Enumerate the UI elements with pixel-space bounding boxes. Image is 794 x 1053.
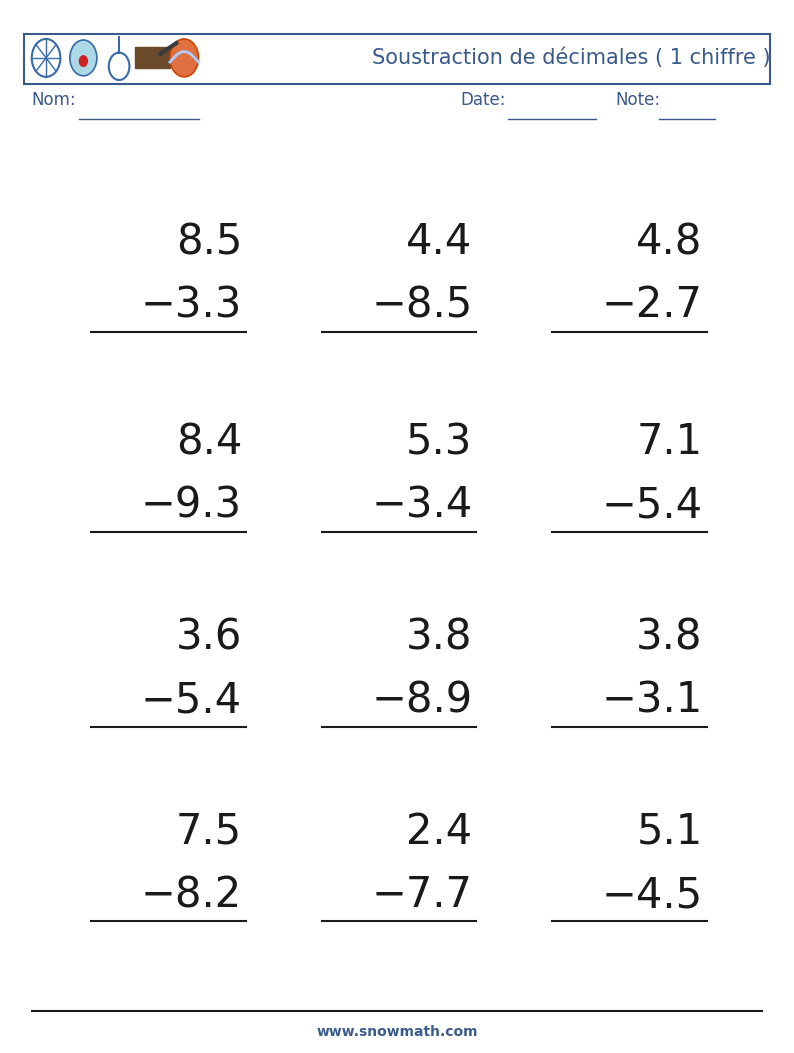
- Text: −4.5: −4.5: [602, 874, 703, 916]
- Text: Note:: Note:: [615, 92, 661, 110]
- Circle shape: [70, 40, 97, 76]
- Text: 8.5: 8.5: [175, 221, 242, 263]
- Bar: [24, 34, 770, 84]
- Circle shape: [170, 39, 198, 77]
- Text: −5.4: −5.4: [602, 484, 703, 526]
- Text: Date:: Date:: [461, 92, 506, 110]
- Text: −9.3: −9.3: [141, 484, 242, 526]
- Text: www.snowmath.com: www.snowmath.com: [316, 1025, 478, 1039]
- Text: 2.4: 2.4: [407, 811, 472, 853]
- Text: −3.4: −3.4: [371, 484, 472, 526]
- Text: 3.8: 3.8: [406, 616, 472, 658]
- Circle shape: [79, 56, 87, 66]
- Text: 4.8: 4.8: [636, 221, 703, 263]
- Text: 8.4: 8.4: [175, 421, 242, 463]
- Text: Soustraction de décimales ( 1 chiffre ): Soustraction de décimales ( 1 chiffre ): [372, 47, 770, 68]
- Text: −8.9: −8.9: [372, 679, 472, 721]
- Text: Nom:: Nom:: [32, 92, 76, 110]
- Text: −3.3: −3.3: [141, 284, 242, 326]
- Text: 5.3: 5.3: [406, 421, 472, 463]
- Text: −7.7: −7.7: [372, 874, 472, 916]
- Text: −5.4: −5.4: [141, 679, 242, 721]
- Text: −2.7: −2.7: [602, 284, 703, 326]
- Text: 7.1: 7.1: [637, 421, 703, 463]
- Text: 7.5: 7.5: [176, 811, 242, 853]
- Text: 4.4: 4.4: [407, 221, 472, 263]
- Text: 3.8: 3.8: [636, 616, 703, 658]
- Text: −3.1: −3.1: [601, 679, 703, 721]
- Text: −8.5: −8.5: [371, 284, 472, 326]
- Text: 5.1: 5.1: [637, 811, 703, 853]
- Text: 3.6: 3.6: [175, 616, 242, 658]
- Bar: [135, 47, 170, 68]
- Text: −8.2: −8.2: [141, 874, 242, 916]
